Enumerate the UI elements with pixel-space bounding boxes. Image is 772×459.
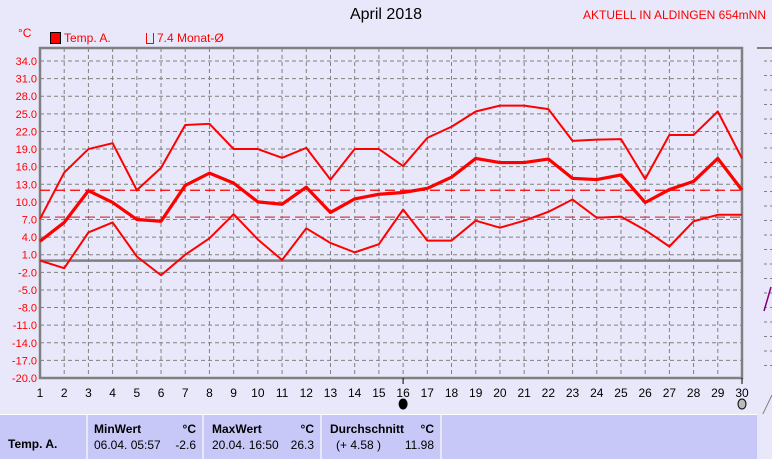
max-header: MaxWert (212, 422, 262, 436)
max-cell: MaxWert °C 20.04. 16:50 26.3 (204, 415, 322, 459)
x-tick-label: 13 (324, 386, 338, 400)
legend-label: Temp. A. (64, 31, 111, 45)
max-value: 26.3 (290, 438, 314, 452)
x-tick-label: 21 (517, 386, 531, 400)
y-tick-label: 10.0 (16, 197, 37, 209)
x-tick-label: 2 (61, 386, 68, 400)
x-tick-label: 10 (251, 386, 265, 400)
y-tick-label: 13.0 (16, 179, 37, 191)
x-tick-label: 25 (614, 386, 628, 400)
avg-header: Durchschnitt (330, 422, 405, 436)
side-panel-line (763, 286, 772, 312)
y-tick-label: 25.0 (16, 109, 37, 121)
y-axis-unit: °C (18, 26, 32, 40)
legend-label: 7.4 Monat-Ø (157, 31, 224, 45)
legend-item-temp: Temp. A. (50, 31, 111, 45)
row-label-cell: Temp. A. (0, 415, 88, 459)
y-tick-label: 28.0 (16, 91, 37, 103)
x-tick-label: 22 (542, 386, 556, 400)
y-tick-label: -20.0 (12, 373, 37, 385)
x-tick-label: 28 (687, 386, 701, 400)
x-tick-label: 26 (638, 386, 652, 400)
avg-diff: (+ 4.58 ) (336, 438, 382, 452)
temperature-chart: 34.031.028.025.022.019.016.013.010.07.04… (12, 46, 772, 414)
y-tick-label: 7.0 (22, 215, 37, 227)
min-header: MinWert (94, 422, 142, 436)
legend-filled-square-icon (50, 32, 61, 44)
y-tick-label: -17.0 (12, 355, 37, 367)
y-tick-label: 1.0 (22, 250, 37, 262)
x-tick-label: 27 (663, 386, 677, 400)
station-label: AKTUELL IN ALDINGEN 654mNN (583, 8, 766, 22)
series-line-mean (39, 156, 744, 243)
x-tick-label: 19 (469, 386, 483, 400)
chart-title: April 2018 (349, 6, 423, 23)
row-label: Temp. A. (8, 437, 58, 451)
x-tick-label: 15 (372, 386, 386, 400)
y-tick-label: -11.0 (13, 320, 37, 332)
x-tick-label: 12 (300, 386, 314, 400)
x-tick-label: 4 (109, 386, 116, 400)
series-line-min (39, 198, 742, 277)
avg-cell: Durchschnitt °C (+ 4.58 ) 11.98 (322, 415, 442, 459)
x-tick-label: 9 (230, 386, 237, 400)
max-unit: °C (300, 422, 314, 436)
x-tick-label: 7 (182, 386, 189, 400)
x-tick-label: 30 (735, 386, 749, 400)
day-marker-hatched (737, 398, 747, 410)
legend-item-month-avg: 7.4 Monat-Ø (146, 31, 224, 45)
stats-table: Temp. A. MinWert °C 06.04. 05:57 -2.6 Ma… (0, 414, 757, 459)
x-tick-label: 14 (348, 386, 362, 400)
x-tick-label: 24 (590, 386, 604, 400)
plot-frame (38, 46, 744, 380)
y-tick-label: -14.0 (12, 338, 37, 350)
side-panel-line (762, 394, 772, 414)
x-tick-label: 17 (421, 386, 435, 400)
min-cell: MinWert °C 06.04. 05:57 -2.6 (88, 415, 204, 459)
max-date: 20.04. 16:50 (212, 438, 279, 452)
x-tick-label: 20 (493, 386, 507, 400)
avg-value: 11.98 (404, 438, 434, 452)
x-tick-label: 8 (206, 386, 213, 400)
day-marker-filled (398, 398, 408, 410)
avg-unit: °C (420, 422, 434, 436)
legend-open-square-icon (146, 32, 154, 44)
y-tick-label: 22.0 (16, 126, 37, 138)
x-tick-label: 23 (566, 386, 580, 400)
x-tick-label: 5 (133, 386, 140, 400)
x-tick-label: 29 (711, 386, 725, 400)
y-tick-label: 16.0 (16, 162, 37, 174)
x-tick-label: 1 (37, 386, 44, 400)
min-unit: °C (182, 422, 196, 436)
x-tick-label: 3 (85, 386, 92, 400)
y-tick-label: 31.0 (16, 74, 37, 86)
y-tick-label: -8.0 (18, 303, 37, 315)
y-tick-label: -2.0 (18, 267, 37, 279)
y-tick-label: 4.0 (22, 232, 37, 244)
series-line-max (39, 104, 743, 220)
x-tick-label: 11 (276, 386, 289, 400)
x-tick-label: 16 (396, 386, 410, 400)
min-date: 06.04. 05:57 (94, 438, 161, 452)
y-tick-label: -5.0 (18, 285, 37, 297)
y-tick-label: 34.0 (16, 56, 37, 68)
y-tick-label: 19.0 (16, 144, 37, 156)
min-value: -2.6 (175, 438, 196, 452)
x-tick-label: 18 (445, 386, 459, 400)
x-tick-label: 6 (158, 386, 165, 400)
